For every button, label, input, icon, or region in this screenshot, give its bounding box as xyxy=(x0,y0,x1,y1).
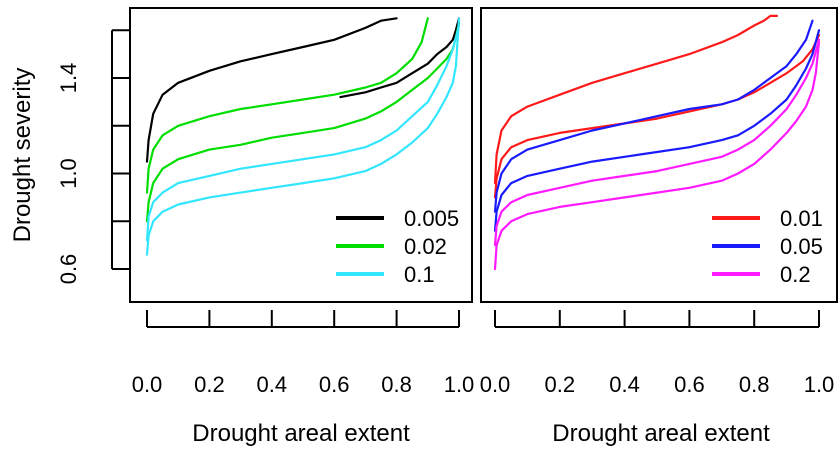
x-tick-label: 0.4 xyxy=(609,372,640,397)
x-tick-label: 0.0 xyxy=(480,372,511,397)
left-series-group xyxy=(145,17,461,256)
legend-label-0.005: 0.005 xyxy=(404,206,459,231)
x-tick-label: 1.0 xyxy=(444,372,475,397)
legend-label-0.01: 0.01 xyxy=(780,206,823,231)
left-legend: 0.005 0.02 0.1 xyxy=(336,206,459,287)
right-legend: 0.01 0.05 0.2 xyxy=(712,206,823,287)
y-axis: 0.6 1.0 1.4 xyxy=(56,29,130,285)
series-line-0.2-upper xyxy=(493,38,821,247)
x-tick-label: 0.4 xyxy=(257,372,288,397)
x-tick-label: 0.0 xyxy=(132,372,163,397)
series-line-0.005-upper xyxy=(145,17,398,163)
series-line-0.1-lower xyxy=(145,17,461,256)
series-line-0.02-upper xyxy=(145,17,429,194)
series-line-0.005-lower xyxy=(339,17,461,99)
legend-label-0.02: 0.02 xyxy=(404,234,447,259)
x-tick-label: 1.0 xyxy=(804,372,835,397)
series-line-0.01-lower xyxy=(493,33,821,199)
left-x-axis-title: Drought areal extent xyxy=(192,420,410,447)
x-tick-label: 0.2 xyxy=(194,372,225,397)
x-tick-label: 0.8 xyxy=(381,372,412,397)
left-x-axis: 0.0 0.2 0.4 0.6 0.8 1.0 xyxy=(132,310,475,397)
series-line-0.2-lower xyxy=(493,41,821,271)
right-x-axis: 0.0 0.2 0.4 0.6 0.8 1.0 xyxy=(480,310,835,397)
x-tick-label: 0.2 xyxy=(545,372,576,397)
right-x-axis-title: Drought areal extent xyxy=(552,420,770,447)
left-panel-frame xyxy=(129,7,473,303)
series-line-0.05-upper xyxy=(493,19,814,213)
x-tick-label: 0.6 xyxy=(674,372,705,397)
legend-label-0.05: 0.05 xyxy=(780,234,823,259)
series-line-0.01-upper xyxy=(493,14,779,185)
y-tick-label: 0.6 xyxy=(56,254,81,285)
y-tick-label: 1.4 xyxy=(56,63,81,94)
y-tick-label: 1.0 xyxy=(56,158,81,189)
series-line-0.1-upper xyxy=(145,24,461,242)
x-tick-label: 0.8 xyxy=(739,372,770,397)
right-panel-frame xyxy=(480,7,838,303)
legend-label-0.1: 0.1 xyxy=(404,262,435,287)
series-line-0.02-lower xyxy=(145,22,461,223)
series-line-0.05-lower xyxy=(493,29,821,232)
right-series-group xyxy=(493,14,821,271)
x-tick-label: 0.6 xyxy=(319,372,350,397)
y-axis-title: Drought severity xyxy=(9,68,36,243)
legend-label-0.2: 0.2 xyxy=(780,262,811,287)
